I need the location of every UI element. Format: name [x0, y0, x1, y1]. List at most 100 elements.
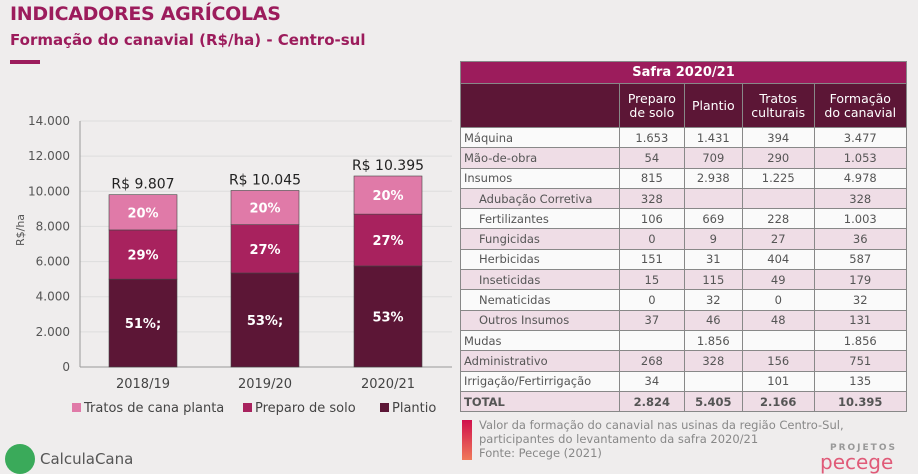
- table-row: Irrigação/Fertirrigação 34 101 135: [459, 370, 907, 392]
- total-label: R$ 9.807: [111, 177, 174, 193]
- cell-value: 1.225: [741, 167, 815, 189]
- bar-segment: [108, 194, 178, 231]
- data-label: 27%: [372, 234, 403, 249]
- cell-value: 115: [683, 269, 743, 291]
- table-row: Fertilizantes 106 669 228 1.003: [459, 208, 907, 230]
- cell-value: [619, 329, 685, 352]
- cell-value: 15: [619, 269, 685, 291]
- data-label: 20%: [249, 202, 280, 217]
- note: Valor da formação do canavial nas usinas…: [479, 418, 844, 460]
- row-label: Insumos: [459, 167, 621, 189]
- note-line1: Valor da formação do canavial nas usinas…: [479, 418, 844, 432]
- cost-table: Safra 2020/21 Preparo de solo Plantio Tratos…: [459, 61, 907, 413]
- legend-swatch: [72, 403, 81, 412]
- data-label: 27%: [249, 243, 280, 258]
- cell-value: 815: [619, 167, 685, 189]
- data-label: 20%: [127, 206, 158, 221]
- cell-value: 131: [813, 309, 907, 331]
- column-header: Plantio: [683, 83, 743, 128]
- cell-value: 0: [619, 228, 685, 250]
- cell-value: 669: [683, 208, 743, 230]
- x-tick-label: 2019/20: [238, 377, 292, 392]
- cell-value: 751: [813, 350, 907, 372]
- data-label: 20%: [372, 189, 403, 204]
- cell-value: 404: [741, 248, 815, 271]
- cell-value: 1.003: [813, 208, 907, 230]
- cell-value: 328: [813, 187, 907, 210]
- data-label: 53%;: [247, 314, 283, 329]
- y-tick-label: 4.000: [36, 290, 70, 304]
- total-label: R$ 10.395: [352, 158, 424, 174]
- table-row: Adubação Corretiva 328 328: [459, 187, 907, 210]
- page-subtitle: Formação do canavial (R$/ha) - Centro-su…: [10, 31, 366, 49]
- table-title: Safra 2020/21: [460, 61, 907, 84]
- table-row: Insumos 815 2.938 1.225 4.978: [459, 167, 907, 189]
- table-row: Máquina 1.653 1.431 394 3.477: [459, 126, 907, 149]
- table-row: Nematicidas 0 32 0 32: [459, 289, 907, 311]
- legend-label: Plantio: [392, 401, 436, 416]
- table-row: TOTAL 2.824 5.405 2.166 10.395: [459, 390, 907, 413]
- note-accent: [462, 420, 472, 460]
- y-tick-label: 14.000: [28, 114, 70, 128]
- row-label: Outros Insumos: [459, 309, 621, 331]
- data-label: 51%;: [125, 317, 161, 332]
- cell-value: 32: [683, 289, 743, 311]
- row-label: Irrigação/Fertirrigação: [459, 370, 621, 392]
- cell-value: 1.856: [683, 329, 743, 352]
- y-axis-label: R$/ha: [14, 214, 27, 246]
- table-row: Fungicidas 0 9 27 36: [459, 228, 907, 250]
- row-label: Máquina: [459, 126, 621, 149]
- cell-value: 106: [619, 208, 685, 230]
- row-label: Mão-de-obra: [459, 147, 621, 169]
- row-label: TOTAL: [459, 390, 621, 413]
- page-title: INDICADORES AGRÍCOLAS: [10, 3, 281, 25]
- cell-value: 228: [741, 208, 815, 230]
- cell-value: 31: [683, 248, 743, 271]
- row-label: Herbicidas: [459, 248, 621, 271]
- bar-segment: [353, 265, 423, 368]
- cell-value: 156: [741, 350, 815, 372]
- total-label: R$ 10.045: [229, 172, 301, 188]
- cell-value: 101: [741, 370, 815, 392]
- x-tick-label: 2020/21: [361, 377, 415, 392]
- cell-value: 135: [813, 370, 907, 392]
- y-tick-label: 10.000: [28, 184, 70, 198]
- note-line2: participantes do levantamento da safra 2…: [479, 432, 759, 446]
- cell-value: 49: [741, 269, 815, 291]
- cell-value: 328: [683, 350, 743, 372]
- table-row: Herbicidas 151 31 404 587: [459, 248, 907, 271]
- table-row: Mudas 1.856 1.856: [459, 329, 907, 352]
- bar-segment: [353, 175, 423, 215]
- cell-value: 1.653: [619, 126, 685, 149]
- cell-value: 34: [619, 370, 685, 392]
- bar-segment: [230, 224, 300, 274]
- cell-value: 587: [813, 248, 907, 271]
- cell-value: [741, 187, 815, 210]
- row-label: Adubação Corretiva: [459, 187, 621, 210]
- cell-value: 290: [741, 147, 815, 169]
- cell-value: 46: [683, 309, 743, 331]
- row-label: Nematicidas: [459, 289, 621, 311]
- stacked-bar-chart: 0 2.000 4.000 6.000 8.000 10.000 12.000 14.000 R…: [14, 114, 452, 416]
- row-label: Mudas: [459, 329, 621, 352]
- cell-value: 9: [683, 228, 743, 250]
- table-row: Outros Insumos 37 46 48 131: [459, 309, 907, 331]
- row-label: Administrativo: [459, 350, 621, 372]
- note-source: Fonte: Pecege (2021): [479, 446, 602, 460]
- cell-value: [683, 187, 743, 210]
- row-label: Inseticidas: [459, 269, 621, 291]
- table-row: Administrativo 268 328 156 751: [459, 350, 907, 372]
- y-tick-label: 2.000: [36, 325, 70, 339]
- cell-value: 394: [741, 126, 815, 149]
- table-row: Mão-de-obra 54 709 290 1.053: [459, 147, 907, 169]
- cell-value: 268: [619, 350, 685, 372]
- cell-value: 2.824: [619, 390, 685, 413]
- cell-value: 27: [741, 228, 815, 250]
- cell-value: 54: [619, 147, 685, 169]
- calculacana-logo-icon: [5, 444, 35, 474]
- bar-segment: [108, 278, 178, 368]
- data-label: 53%: [372, 310, 403, 325]
- y-tick-label: 8.000: [36, 219, 70, 233]
- cell-value: [741, 329, 815, 352]
- cell-value: 3.477: [813, 126, 907, 149]
